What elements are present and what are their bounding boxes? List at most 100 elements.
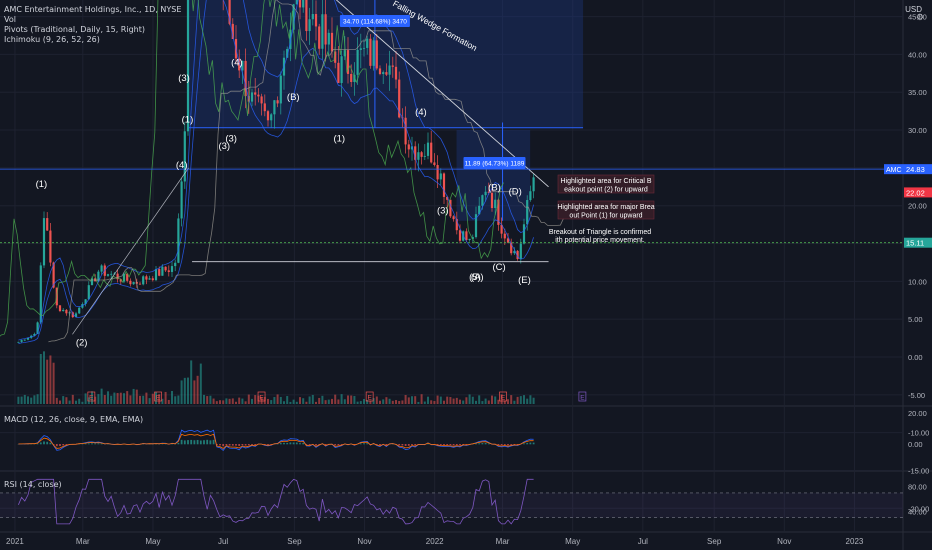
candle-body (465, 231, 468, 240)
candle-body (65, 309, 68, 314)
candle-body (417, 152, 420, 160)
candle-body (439, 173, 442, 180)
indicator-ichimoku[interactable]: Ichimoku (9, 26, 52, 26) (4, 35, 100, 44)
macd-histogram-bar (199, 440, 202, 445)
macd-histogram-bar (375, 444, 378, 445)
volume-bar (209, 395, 212, 404)
candle-body (359, 48, 362, 50)
volume-bar (135, 389, 138, 404)
macd-histogram-bar (94, 443, 97, 445)
wave-label: (4) (415, 107, 427, 118)
candle-body (366, 38, 369, 48)
volume-bar (129, 395, 132, 404)
x-tick-label: 2022 (426, 537, 444, 546)
volume-bar (500, 394, 503, 404)
volume-bar (321, 395, 324, 404)
volume-bar (110, 395, 113, 404)
volume-bar (36, 394, 39, 404)
volume-bar (52, 362, 55, 404)
macd-histogram-bar (171, 443, 173, 445)
indicator-pivots[interactable]: Pivots (Traditional, Daily, 15, Right) (4, 25, 145, 34)
candle-body (126, 273, 129, 281)
candle-body (238, 58, 241, 71)
candle-body (487, 191, 490, 193)
wave-label: (E) (518, 275, 531, 286)
volume-bar (145, 392, 148, 404)
volume-bar (283, 401, 285, 404)
ichimoku-lines (0, 0, 564, 345)
rsi-title[interactable]: RSI (14, close) (4, 480, 62, 489)
volume-bar (292, 399, 295, 404)
volume-bar (519, 396, 522, 404)
candle-body (334, 51, 337, 63)
band-lower (18, 0, 534, 345)
volume-bar (375, 396, 378, 404)
volume-bar (78, 398, 81, 404)
macd-histogram-bar (465, 444, 468, 445)
candle-body (420, 152, 423, 157)
y-tick-label: 20.00 (908, 202, 927, 211)
macd-histogram-bar (177, 442, 180, 445)
volume-bar (526, 398, 529, 404)
candle-body (164, 266, 167, 271)
volume-bar (222, 400, 225, 404)
candle-body (442, 173, 446, 197)
rsi-pane (0, 478, 903, 525)
candle-body (36, 322, 39, 334)
macd-histogram-bar (334, 444, 337, 446)
candle-body (350, 73, 353, 83)
volume-bars (17, 351, 535, 404)
pivot-price-badge-bg (904, 187, 932, 198)
volume-bar (180, 380, 183, 404)
candle-body (260, 96, 263, 104)
candle-body (356, 49, 359, 75)
rsi-tick-label: 40.00 (908, 508, 927, 517)
settings-gear-icon[interactable]: ⚙ (915, 12, 924, 22)
measure-box (456, 130, 531, 221)
macd-histogram-bar (385, 444, 388, 446)
candle-body (519, 243, 522, 259)
volume-bar (167, 399, 170, 404)
candle-body (327, 32, 330, 45)
candle-body (167, 270, 170, 272)
macd-histogram-bar (500, 444, 503, 446)
volume-bar (395, 400, 397, 404)
macd-histogram-bar (55, 444, 58, 447)
symbol-badge: AMC (886, 167, 902, 174)
candle-body (292, 4, 295, 30)
macd-title[interactable]: MACD (12, 26, close, 9, EMA, EMA) (4, 415, 144, 424)
candle-body (298, 0, 302, 8)
candle-body (170, 266, 174, 272)
volume-bar (171, 390, 173, 404)
volume-bar (388, 398, 391, 404)
volume-bar (471, 396, 474, 404)
volume-bar (65, 397, 68, 404)
y-tick-label: 5.00 (908, 315, 923, 324)
indicator-vol[interactable]: Vol (4, 15, 16, 24)
volume-bar (407, 397, 410, 404)
candle-body (142, 276, 145, 285)
macd-histogram-bar (65, 444, 68, 445)
macd-histogram-bar (455, 444, 458, 446)
candle-body (436, 165, 439, 180)
volume-bar (427, 396, 429, 404)
volume-bar (529, 395, 532, 404)
candle-body (183, 131, 186, 182)
candle-body (426, 142, 430, 156)
note-major-text: Highlighted area for major Brea (557, 204, 654, 211)
volume-bar (30, 397, 33, 404)
chart-title[interactable]: AMC Entertainment Holdings, Inc., 1D, NY… (4, 5, 182, 14)
measure-label-small-bg (463, 157, 526, 169)
volume-bar (481, 401, 484, 404)
volume-bar (107, 391, 109, 404)
volume-bar (359, 401, 362, 404)
volume-bar (187, 377, 189, 404)
x-tick-label: Nov (777, 537, 791, 546)
candle-body (148, 278, 151, 280)
macd-histogram-bar (526, 442, 529, 445)
volume-bar (276, 394, 279, 404)
volume-bar (241, 398, 244, 404)
volume-bar (462, 400, 465, 404)
macd-histogram-bar (209, 440, 212, 445)
